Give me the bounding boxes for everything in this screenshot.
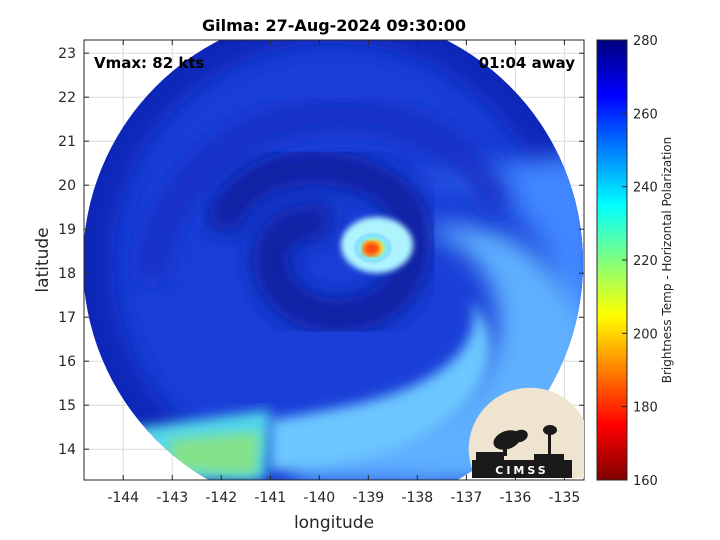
- colorbar-ticks: 160 180 200 220 240 260 280: [622, 34, 658, 489]
- x-tick-label: -138: [401, 490, 433, 506]
- y-tick-label: 18: [58, 266, 76, 282]
- colorbar-tick-label: 200: [633, 327, 658, 342]
- vmax-annotation: Vmax: 82 kts: [94, 54, 204, 72]
- y-tick-label: 19: [58, 222, 76, 238]
- axis-ticks: [84, 40, 584, 480]
- time-away-annotation: 01:04 away: [479, 54, 576, 72]
- y-axis-label: latitude: [33, 227, 53, 292]
- y-tick-label: 20: [58, 178, 76, 194]
- colorbar-tick-label: 280: [633, 34, 658, 49]
- colorbar-tick-label: 220: [633, 254, 658, 269]
- y-tick-label: 15: [58, 398, 76, 414]
- chart-title: Gilma: 27-Aug-2024 09:30:00: [202, 16, 466, 35]
- colorbar-tick-label: 260: [633, 107, 658, 122]
- x-tick-label: -142: [205, 490, 237, 506]
- x-tick-label: -144: [107, 490, 139, 506]
- x-tick-label: -140: [303, 490, 335, 506]
- axes-frame: [83, 39, 585, 481]
- x-tick-label: -137: [450, 490, 482, 506]
- y-tick-label: 21: [58, 134, 76, 150]
- y-tick-label: 23: [58, 46, 76, 62]
- x-axis-label: longitude: [294, 513, 374, 533]
- y-tick-label: 22: [58, 90, 76, 106]
- x-tick-label: -141: [254, 490, 286, 506]
- x-tick-label: -139: [352, 490, 384, 506]
- logo-text: CIMSS: [495, 464, 548, 477]
- colorbar-tick-label: 240: [633, 181, 658, 196]
- x-tick-label: -135: [549, 490, 581, 506]
- y-tick-label: 16: [58, 354, 76, 370]
- y-tick-labels: 14 15 16 17 18 19 20 21 22 23: [58, 46, 76, 458]
- colorbar-label: Brightness Temp - Horizontal Polarizatio…: [660, 137, 674, 384]
- x-tick-label: -143: [156, 490, 188, 506]
- cimss-logo: CIMSS: [468, 387, 584, 478]
- colorbar-tick-label: 180: [633, 401, 658, 416]
- colorbar-tick-label: 160: [633, 474, 658, 489]
- y-tick-label: 17: [58, 310, 76, 326]
- x-tick-labels: -144 -143 -142 -141 -140 -139 -138 -137 -136 -135: [107, 490, 580, 506]
- y-tick-label: 14: [58, 442, 76, 458]
- x-tick-label: -136: [499, 490, 531, 506]
